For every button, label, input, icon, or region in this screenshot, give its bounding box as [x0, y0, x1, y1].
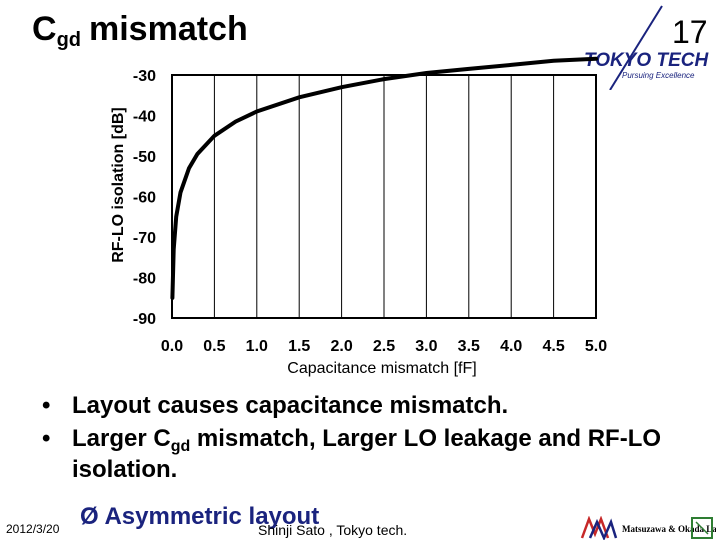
logo-text: TOKYO TECH — [584, 50, 709, 71]
bullet-list: • Layout causes capacitance mismatch. • La… — [42, 392, 702, 489]
lab-logo: Matsuzawa & Okada Lab. — [580, 516, 716, 540]
x-tick-label: 3.5 — [458, 338, 480, 355]
isolation-chart: -30 -40 -50 -60 -70 -80 -90 0.0 0.5 1.0 1.5 2.0 2.5… — [110, 56, 607, 377]
chart-grid — [213, 75, 555, 318]
lab-logo-mark-icon — [580, 516, 610, 539]
x-tick-label: 5.0 — [585, 338, 607, 355]
lab-logo-line-icon — [695, 521, 709, 535]
x-tick-label: 0.5 — [203, 338, 225, 355]
bullet-marker: • — [42, 392, 51, 419]
title-main: C — [32, 10, 57, 48]
bullet-subscript: gd — [170, 438, 191, 455]
plot-frame — [171, 74, 597, 319]
title-subscript: gd — [56, 29, 81, 51]
y-tick-label: -60 — [133, 190, 156, 207]
y-tick-label: -30 — [133, 68, 156, 85]
y-tick-label: -90 — [133, 311, 156, 328]
x-tick-label: 4.0 — [500, 338, 522, 355]
x-tick-label: 2.5 — [373, 338, 395, 355]
title-rest: mismatch — [89, 10, 248, 48]
y-tick-labels: -30 -40 -50 -60 -70 -80 -90 — [133, 68, 156, 328]
footer-date: 2012/3/20 — [6, 522, 60, 536]
lab-logo-text: Matsuzawa & Okada Lab. — [622, 524, 716, 534]
bullet-text: Layout causes capacitance mismatch. — [72, 392, 509, 419]
y-tick-label: -50 — [133, 149, 156, 166]
x-tick-label: 1.0 — [246, 338, 268, 355]
y-tick-label: -70 — [133, 230, 156, 247]
bullet-item-2: • Larger Cgd mismatch, Larger LO leakage … — [42, 425, 702, 484]
sub-point-text: Asymmetric layout — [104, 503, 320, 530]
x-tick-label: 3.0 — [415, 338, 437, 355]
footer-author: Shinji Sato , Tokyo tech. — [258, 522, 408, 538]
x-tick-labels: 0.0 0.5 1.0 1.5 2.0 2.5 3.0 3.5 4.0 4.5 5.0 — [161, 338, 607, 355]
lab-logo-square-icon — [691, 517, 713, 539]
page-number: 17 — [672, 14, 708, 50]
x-tick-label: 0.0 — [161, 338, 183, 355]
x-axis-label: Capacitance mismatch [fF] — [287, 360, 476, 377]
x-tick-label: 1.5 — [288, 338, 310, 355]
sub-point: Ø Asymmetric layout — [80, 503, 319, 531]
x-tick-label: 4.5 — [542, 338, 564, 355]
y-tick-label: -40 — [133, 109, 156, 126]
bullet-text: Larger C — [72, 425, 171, 452]
tokyo-tech-logo: TOKYO TECH Pursuing Excellence — [584, 5, 709, 90]
bullet-text-rest: mismatch, Larger LO leakage and RF-LO is… — [72, 425, 662, 483]
y-tick-label: -80 — [133, 271, 156, 288]
logo-tagline: Pursuing Excellence — [622, 71, 695, 80]
bullet-marker: • — [42, 425, 51, 452]
bullet-item-1: • Layout causes capacitance mismatch. — [42, 392, 702, 420]
slide-title: Cgd mismatch — [32, 10, 248, 51]
lab-logo-mark-icon-2 — [588, 518, 618, 540]
logo-slash-line — [609, 5, 663, 90]
arrow-bullet-icon: Ø — [80, 503, 99, 530]
x-tick-label: 2.0 — [330, 338, 352, 355]
y-axis-label: RF-LO isolation [dB] — [110, 107, 127, 263]
series-line — [170, 56, 598, 300]
